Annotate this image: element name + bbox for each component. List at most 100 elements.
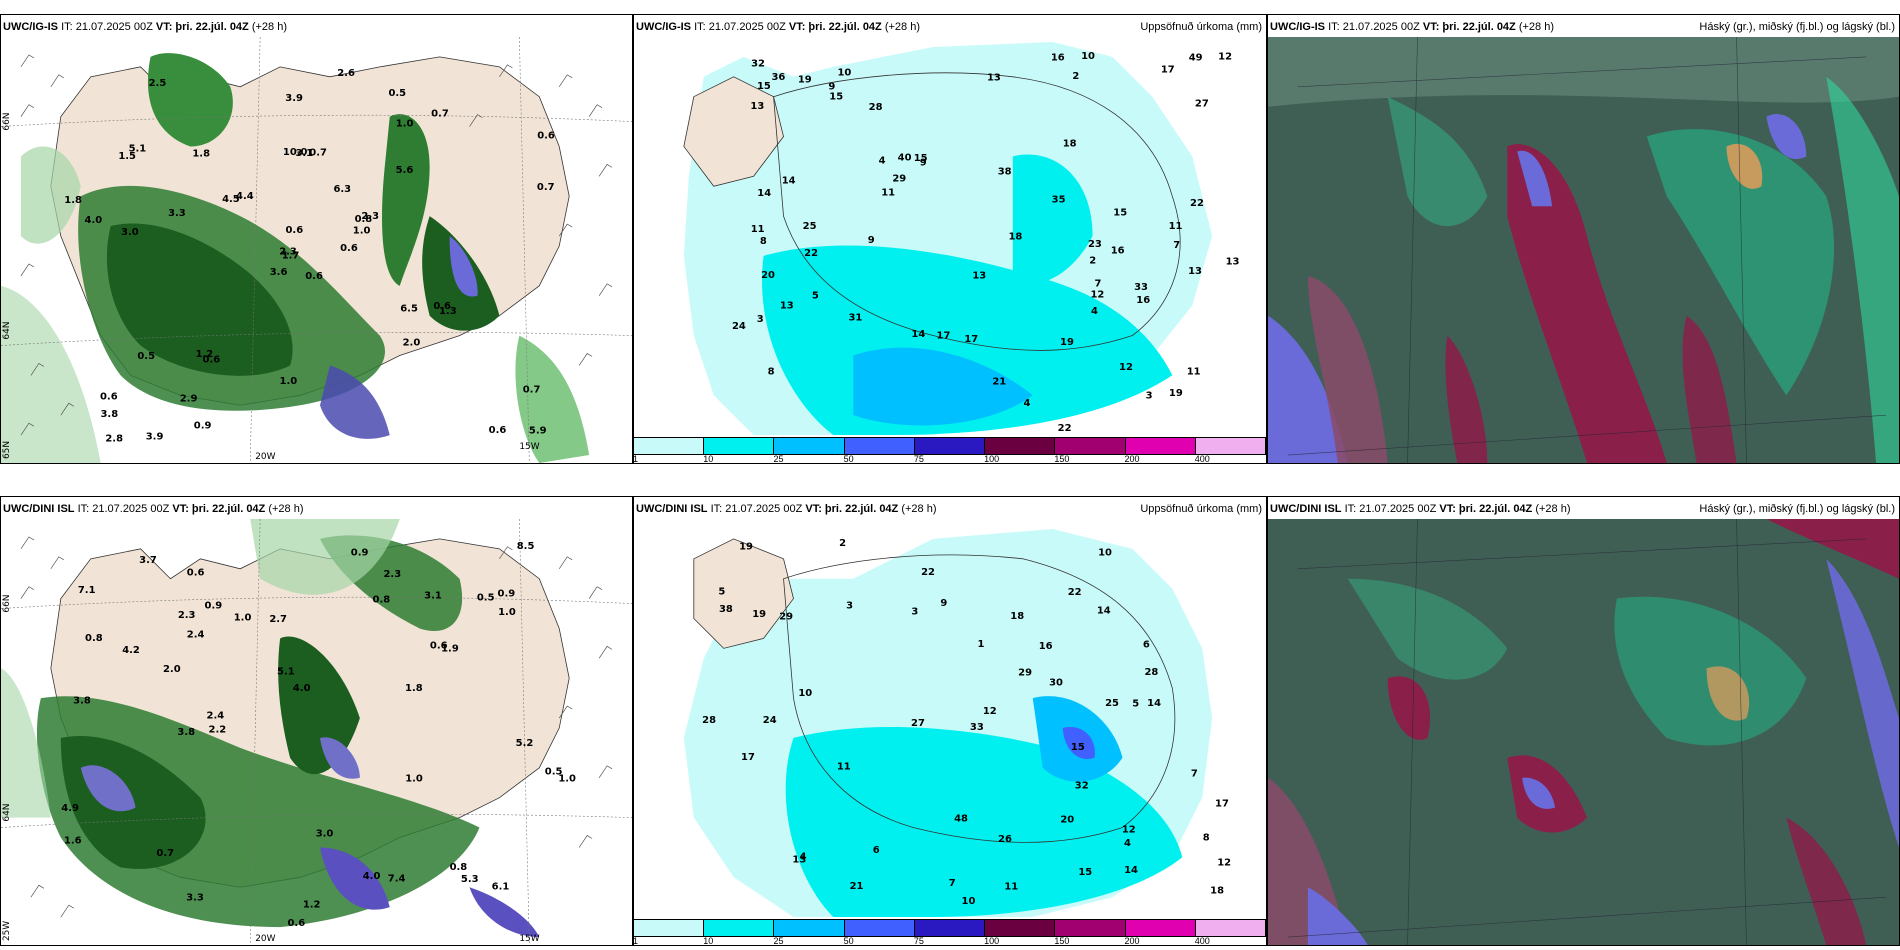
value-label: 5: [812, 290, 819, 301]
value-label: 21: [992, 376, 1006, 387]
value-label: 21: [850, 881, 864, 892]
value-label: 32: [1075, 781, 1089, 792]
value-label: 0.9: [205, 601, 223, 612]
value-label: 0.5: [545, 766, 563, 777]
value-label: 0.7: [156, 848, 174, 859]
panel-dini-cloud: UWC/DINI ISL IT: 21.07.2025 00Z VT: þri.…: [1267, 496, 1900, 946]
value-label: 26: [998, 834, 1012, 845]
value-label: 3.0: [121, 227, 139, 238]
value-label: 16: [1136, 295, 1150, 306]
value-label: 1.2: [303, 899, 321, 910]
value-label: 16: [1039, 641, 1053, 652]
value-label: 2.5: [149, 78, 167, 89]
colorbar-tick-label: 1: [633, 936, 639, 946]
precip-colorbar: 1 10 25 50 75 100 150 200 400: [634, 437, 1266, 463]
value-label: 9: [828, 82, 835, 93]
value-label: 9: [940, 598, 947, 609]
lon-label-15w: 15W: [519, 442, 539, 452]
panel-right-title: Uppsöfnuð úrkoma (mm): [1140, 21, 1262, 33]
value-label: 1.8: [64, 195, 82, 206]
precip-colorbar: 1 10 25 50 75 100 150 200 400: [634, 919, 1266, 945]
panel-header: UWC/DINI ISL IT: 21.07.2025 00Z VT: þri.…: [3, 501, 628, 517]
value-label: 12: [1119, 362, 1133, 373]
value-label: 40: [898, 152, 912, 163]
map-svg: [1268, 37, 1899, 463]
value-label: 1.8: [192, 148, 210, 159]
value-label: 10: [837, 67, 851, 78]
it-label: IT: 21.07.2025 00Z: [1344, 503, 1437, 515]
value-label: 2.0: [163, 664, 181, 675]
value-label: 6: [873, 845, 880, 856]
cloud-cover-map: [1268, 37, 1899, 463]
value-label: 11: [837, 762, 851, 773]
colorbar-swatch: [914, 438, 986, 454]
value-label: 19: [752, 609, 766, 620]
panel-header: UWC/IG-IS IT: 21.07.2025 00Z VT: þri. 22…: [636, 19, 1262, 35]
lead-label: (+28 h): [901, 503, 937, 515]
colorbar-swatch: [704, 920, 775, 936]
value-label: 6.1: [492, 882, 510, 893]
value-label: 13: [987, 72, 1001, 83]
value-label: 0.6: [340, 243, 358, 254]
value-label: 14: [757, 188, 771, 199]
value-label: 22: [1190, 198, 1204, 209]
value-label: 2.0: [403, 338, 421, 349]
value-label: 33: [970, 722, 984, 733]
lat-label-66: 66N: [2, 112, 12, 130]
value-label: 27: [911, 718, 925, 729]
panel-right-title: Háský (gr.), miðský (fj.bl.) og lágský (…: [1699, 21, 1895, 33]
panel-dini-wind: UWC/DINI ISL IT: 21.07.2025 00Z VT: þri.…: [0, 496, 633, 946]
panel-ig-cloud: UWC/IG-IS IT: 21.07.2025 00Z VT: þri. 22…: [1267, 14, 1900, 464]
accumulated-precip-map: 2 7 8 10 9 12 3 2 4 4 13 11 15 11 14 22 13 18 15 5 12 17 11 13 1…: [634, 37, 1266, 435]
value-label: 28: [1144, 667, 1158, 678]
colorbar-tick-label: 150: [1054, 454, 1070, 464]
value-label: 2.7: [269, 614, 287, 625]
value-label: 10: [1081, 51, 1095, 62]
value-label: 29: [892, 173, 906, 184]
value-label: 1.0: [234, 613, 252, 624]
value-label: 4.0: [85, 215, 103, 226]
it-label: IT: 21.07.2025 00Z: [77, 503, 170, 515]
accumulated-precip-map: 1 4 5 6 7 9 11 22 10 17 12 18 15 19 12 14 17 20 26 32 38 48 30…: [634, 519, 1266, 917]
value-label: 8: [760, 236, 767, 247]
value-label: 10: [962, 896, 976, 907]
value-label: 5.3: [461, 874, 479, 885]
value-label: 7.1: [78, 585, 96, 596]
value-label: 0.5: [477, 593, 495, 604]
value-label: 1.0: [353, 226, 371, 237]
value-label: 36: [771, 72, 785, 83]
lat-label-64: 64N: [2, 803, 12, 821]
colorbar-tick-label: 100: [984, 454, 1000, 464]
map-svg: 2781091232441311151114221318155121711131…: [634, 37, 1266, 435]
value-label: 35: [1052, 194, 1066, 205]
value-label: 2.4: [207, 710, 225, 721]
value-label: 17: [741, 752, 755, 763]
lead-label: (+28 h): [1535, 503, 1571, 515]
map-svg: 1456791122101712181519121417202632384830…: [634, 519, 1266, 917]
value-label: 15: [757, 81, 771, 92]
value-label: 4.9: [61, 803, 79, 814]
value-label: 13: [792, 855, 806, 866]
value-label: 4: [879, 155, 886, 166]
value-label: 12: [1122, 825, 1136, 836]
colorbar-swatch: [844, 920, 915, 936]
colorbar-tick-label: 50: [843, 454, 854, 464]
value-label: 5: [718, 587, 725, 598]
precip-values: 2781091232441311151114221318155121711131…: [732, 51, 1240, 409]
value-label: 3.8: [73, 695, 91, 706]
value-label: 1.9: [441, 644, 459, 655]
value-label: 3.9: [285, 93, 303, 104]
colorbar-tick-label: 10: [703, 936, 714, 946]
value-label: 10: [798, 688, 812, 699]
colorbar-tick-label: 25: [773, 454, 784, 464]
value-label: 13: [750, 101, 764, 112]
value-label: 16: [1111, 246, 1125, 257]
value-label: 11: [1169, 221, 1183, 232]
value-label: 19: [798, 75, 812, 86]
value-label: 7: [949, 878, 956, 889]
value-label: 0.6: [305, 271, 323, 282]
value-label: 3.3: [186, 892, 204, 903]
value-label: 12: [983, 706, 997, 717]
colorbar-swatch: [844, 438, 915, 454]
colorbar-tick-label: 200: [1124, 454, 1140, 464]
